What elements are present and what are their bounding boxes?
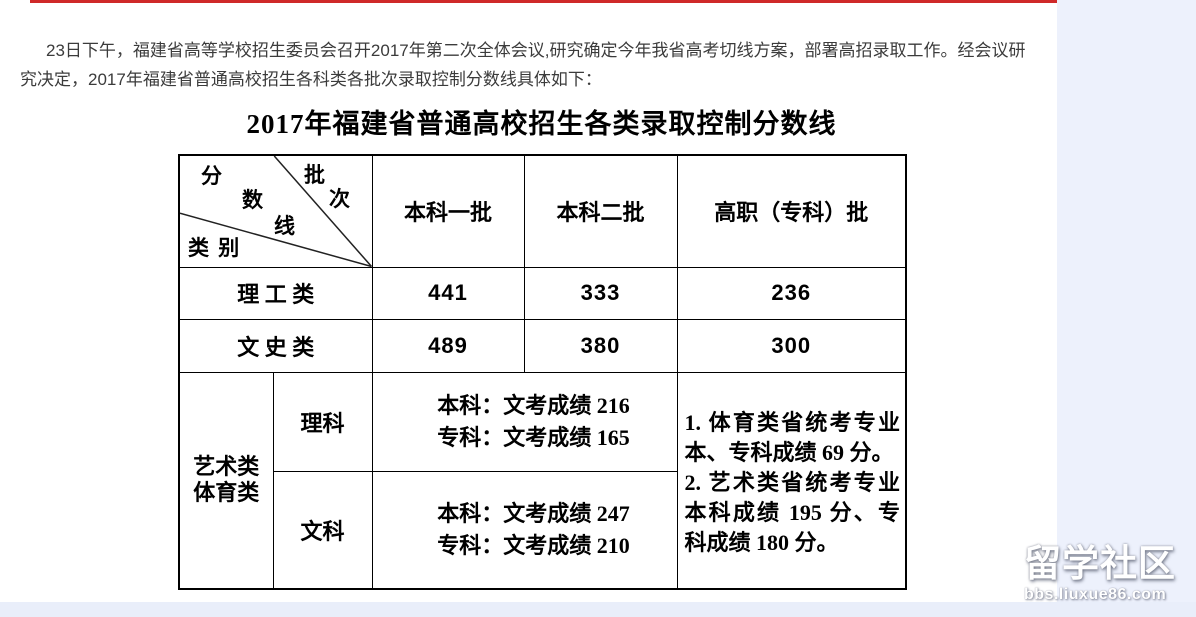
art-like-benke-line: 本科：文考成绩 216 <box>437 392 630 418</box>
right-side-panel <box>1057 0 1196 617</box>
page-title: 2017年福建省普通高校招生各类录取控制分数线 <box>246 109 837 139</box>
note-art: 2. 艺术类省统考专业本科成绩 195 分、专科成绩 180 分。 <box>684 470 901 556</box>
corner-score-char-1: 分 <box>201 164 222 188</box>
art-wenke-zhuanke-line: 专科：文考成绩 210 <box>437 532 630 558</box>
score-ligong-benke1: 441 <box>371 266 525 320</box>
sub-row-label-wenke: 文科 <box>272 470 373 590</box>
sub-row-label-like: 理科 <box>272 371 373 472</box>
corner-batch-char-1: 批 <box>304 163 325 187</box>
score-ligong-gaozhi: 236 <box>676 266 907 320</box>
row-group-label-art-sports: 艺术类 体育类 <box>178 371 274 590</box>
column-header-benke1: 本科一批 <box>371 154 525 268</box>
row-label-ligong: 理 工 类 <box>178 266 373 320</box>
top-divider-line <box>30 0 1137 3</box>
column-header-benke2: 本科二批 <box>523 154 678 268</box>
diagonal-lines <box>180 156 372 267</box>
diagonal-corner-cell: 分 数 线 批 次 类 别 <box>178 154 373 268</box>
score-cutoff-table: 分 数 线 批 次 类 别 本科一批 本科二批 高职（专科）批 理 工 类 44… <box>178 154 907 590</box>
art-wenke-benke-line: 本科：文考成绩 247 <box>437 500 630 526</box>
art-like-zhuanke-line: 专科：文考成绩 165 <box>437 424 630 450</box>
table-row-art-like: 艺术类 体育类 理科 本科：文考成绩 216 专科：文考成绩 165 1. 体育… <box>178 371 907 590</box>
row-label-wenshi: 文 史 类 <box>178 318 373 373</box>
corner-batch-char-2: 次 <box>329 187 350 211</box>
table-header-row: 分 数 线 批 次 类 别 本科一批 本科二批 高职（专科）批 <box>178 154 907 268</box>
corner-category-label: 类 别 <box>188 236 242 260</box>
corner-score-char-3: 线 <box>274 214 295 238</box>
art-wenke-scores-cell: 本科：文考成绩 247 专科：文考成绩 210 <box>371 470 678 590</box>
table-row-wenshi: 文 史 类 489 380 300 <box>178 318 907 373</box>
score-wenshi-gaozhi: 300 <box>676 318 907 373</box>
note-sports: 1. 体育类省统考专业本、专科成绩 69 分。 <box>684 410 901 466</box>
art-like-scores-cell: 本科：文考成绩 216 专科：文考成绩 165 <box>371 371 678 472</box>
group-label-line-art: 艺术类 <box>193 454 260 480</box>
diagonal-corner-content: 分 数 线 批 次 类 别 <box>180 156 372 267</box>
art-sports-notes-cell: 1. 体育类省统考专业本、专科成绩 69 分。 2. 艺术类省统考专业本科成绩 … <box>676 371 907 590</box>
intro-paragraph: 23日下午，福建省高等学校招生委员会召开2017年第二次全体会议,研究确定今年我… <box>20 41 1026 89</box>
score-wenshi-benke2: 380 <box>523 318 678 373</box>
group-label-line-sports: 体育类 <box>193 480 260 506</box>
table-row-ligong: 理 工 类 441 333 236 <box>178 266 907 320</box>
bottom-panel-strip <box>0 602 1196 617</box>
column-header-gaozhi: 高职（专科）批 <box>676 154 907 268</box>
corner-score-char-2: 数 <box>242 188 263 212</box>
score-ligong-benke2: 333 <box>523 266 678 320</box>
score-wenshi-benke1: 489 <box>371 318 525 373</box>
table-row-art-wenke: 文科 本科：文考成绩 247 专科：文考成绩 210 <box>179 470 906 590</box>
